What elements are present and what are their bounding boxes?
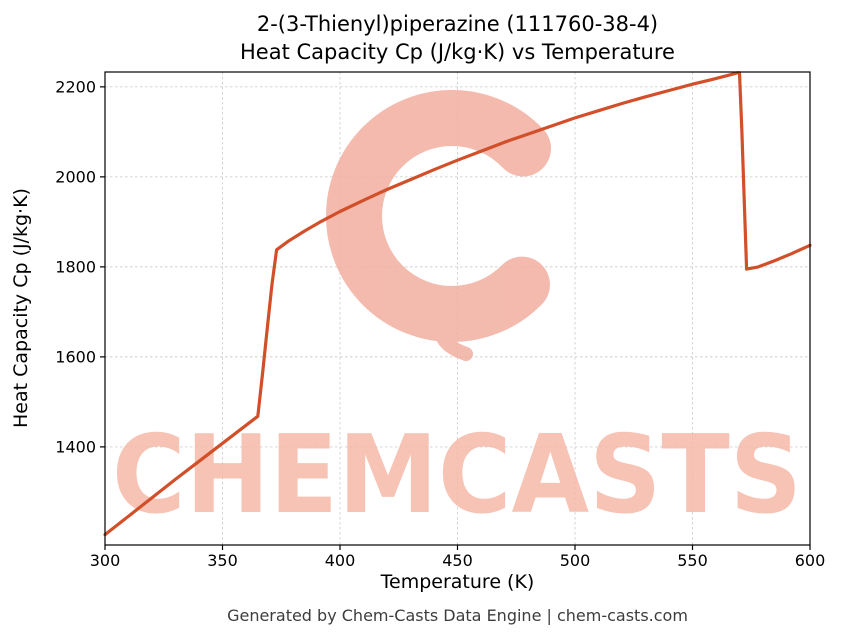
chart-title: 2-(3-Thienyl)piperazine (111760-38-4) He… — [105, 10, 810, 66]
x-tick-label: 350 — [207, 551, 238, 570]
y-tick-label: 2200 — [55, 77, 96, 96]
y-axis-label: Heat Capacity Cp (J/kg·K) — [10, 188, 32, 428]
x-tick-label: 600 — [795, 551, 826, 570]
chart-title-line1: 2-(3-Thienyl)piperazine (111760-38-4) — [256, 12, 659, 36]
footer-attribution: Generated by Chem-Casts Data Engine | ch… — [227, 606, 688, 625]
chemcasts-watermark: CHEMCASTS — [112, 90, 802, 538]
chart-title-line2: Heat Capacity Cp (J/kg·K) vs Temperature — [240, 40, 675, 64]
x-tick-label: 400 — [325, 551, 356, 570]
y-tick-label: 1600 — [55, 347, 96, 366]
cp-curve — [103, 71, 812, 537]
watermark-text: CHEMCASTS — [112, 413, 802, 538]
x-tick-label: 300 — [90, 551, 121, 570]
y-tick-label: 1800 — [55, 257, 96, 276]
x-tick-label: 550 — [677, 551, 708, 570]
x-tick-label: 500 — [560, 551, 591, 570]
x-tick-label: 450 — [442, 551, 473, 570]
watermark-logo-icon — [326, 90, 578, 342]
x-axis-label: Temperature (K) — [380, 571, 535, 593]
y-tick-label: 2000 — [55, 167, 96, 186]
watermark-logo-curl-icon — [434, 289, 475, 361]
y-tick-label: 1400 — [55, 437, 96, 456]
